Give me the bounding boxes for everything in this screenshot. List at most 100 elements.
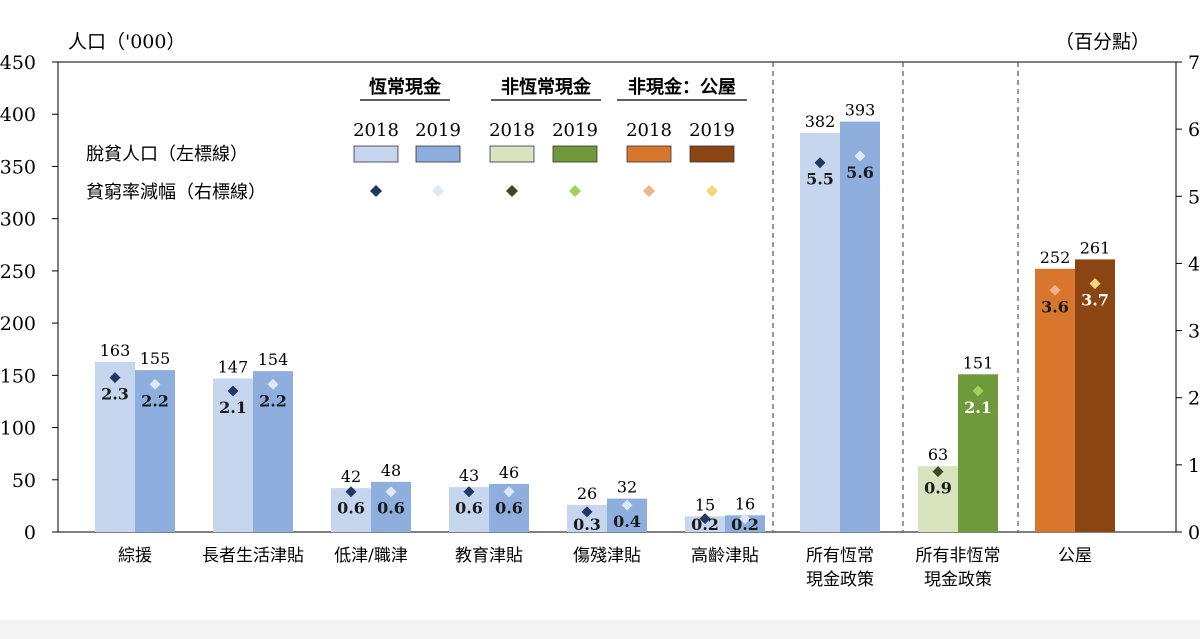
legend-year-label: 2018 bbox=[353, 120, 399, 141]
bar-value-label: 16 bbox=[735, 494, 755, 513]
bar-2019 bbox=[840, 121, 880, 533]
pct-marker-2019 bbox=[739, 513, 751, 525]
left-tick-label: 250 bbox=[0, 261, 36, 283]
legend-bar-swatch bbox=[552, 145, 598, 163]
group-dividers bbox=[772, 62, 1019, 532]
left-tick-label: 350 bbox=[0, 156, 36, 178]
bottom-strip bbox=[0, 620, 1200, 639]
pct-label: 0.6 bbox=[377, 499, 405, 518]
category-label: 所有非恆常 bbox=[916, 546, 1001, 566]
left-tick-label: 100 bbox=[0, 418, 36, 440]
left-tick-label: 150 bbox=[0, 365, 36, 387]
legend-year-label: 2019 bbox=[689, 120, 735, 141]
pct-marker-2019 bbox=[149, 378, 161, 390]
pct-marker-2019 bbox=[1089, 278, 1101, 290]
bar-value-label: 151 bbox=[963, 353, 994, 372]
pct-marker-2019 bbox=[972, 385, 984, 397]
bar-value-label: 26 bbox=[577, 484, 597, 503]
category-label: 現金政策 bbox=[806, 570, 874, 590]
pct-label: 0.4 bbox=[613, 512, 641, 531]
bars bbox=[95, 121, 1115, 533]
pct-marker-2019 bbox=[503, 486, 515, 498]
pct-marker-2018 bbox=[814, 157, 826, 169]
legend-group-nonregular: 非恆常現金 bbox=[501, 76, 592, 98]
category-label: 教育津貼 bbox=[455, 546, 523, 566]
category-label: 現金政策 bbox=[924, 570, 992, 590]
pct-markers bbox=[109, 150, 1101, 525]
pct-marker-2018 bbox=[345, 486, 357, 498]
right-tick-label: 1 bbox=[1188, 455, 1200, 477]
category-label: 公屋 bbox=[1058, 546, 1092, 566]
bar-2019 bbox=[135, 370, 175, 532]
pct-label: 5.6 bbox=[846, 163, 874, 182]
bar-2018 bbox=[95, 361, 135, 532]
category-label: 傷殘津貼 bbox=[573, 546, 641, 566]
legend-bar-swatch bbox=[353, 145, 399, 163]
pct-label: 2.2 bbox=[141, 391, 169, 410]
left-axis-title: 人口（'000） bbox=[68, 31, 186, 53]
legend-year-label: 2018 bbox=[489, 120, 535, 141]
category-label: 所有恆常 bbox=[806, 546, 874, 566]
category-label: 高齡津貼 bbox=[691, 546, 759, 566]
bar-value-label: 154 bbox=[258, 350, 289, 369]
legend: 恆常現金 非恆常現金 非現金：公屋 脫貧人口（左標線） 貧窮率減幅（右標線） 2… bbox=[86, 76, 747, 203]
legend-marker-swatch bbox=[706, 185, 718, 197]
category-label: 低津/職津 bbox=[334, 546, 408, 566]
right-axis: 0 1 2 3 4 5 6 7 bbox=[1176, 52, 1200, 544]
legend-group-regular: 恆常現金 bbox=[369, 76, 442, 98]
pct-label: 5.5 bbox=[806, 170, 834, 189]
bar-value-label: 32 bbox=[617, 478, 637, 497]
pct-marker-2019 bbox=[385, 486, 397, 498]
legend-year-label: 2019 bbox=[415, 120, 461, 141]
pct-label: 0.2 bbox=[731, 515, 759, 534]
pct-label: 2.2 bbox=[259, 391, 287, 410]
pct-marker-2018 bbox=[463, 486, 475, 498]
pct-label: 0.2 bbox=[691, 515, 719, 534]
legend-marker-swatch bbox=[432, 185, 444, 197]
left-tick-label: 50 bbox=[12, 470, 36, 492]
category-label: 綜援 bbox=[118, 546, 152, 566]
pct-marker-2018 bbox=[1049, 284, 1061, 296]
pct-label: 2.1 bbox=[219, 398, 247, 417]
pct-label: 0.6 bbox=[455, 499, 483, 518]
bar-value-label: 46 bbox=[499, 463, 519, 482]
left-tick-label: 300 bbox=[0, 209, 36, 231]
legend-marker-swatch bbox=[506, 185, 518, 197]
bar-2018 bbox=[918, 466, 958, 532]
right-tick-label: 7 bbox=[1188, 52, 1200, 74]
pct-label: 3.7 bbox=[1081, 291, 1109, 310]
bar-value-label: 43 bbox=[459, 466, 479, 485]
pct-label: 2.1 bbox=[964, 398, 992, 417]
bar-2019 bbox=[253, 371, 293, 532]
bar-value-label: 163 bbox=[100, 341, 131, 360]
right-tick-label: 3 bbox=[1188, 321, 1200, 343]
pct-label: 0.3 bbox=[573, 515, 601, 534]
pct-marker-2019 bbox=[267, 378, 279, 390]
bar-value-label: 155 bbox=[140, 349, 171, 368]
bar-value-label: 252 bbox=[1040, 248, 1071, 267]
right-tick-label: 5 bbox=[1188, 186, 1200, 208]
pct-marker-2018 bbox=[109, 372, 121, 384]
legend-bar-swatch bbox=[626, 145, 672, 163]
right-tick-label: 2 bbox=[1188, 388, 1200, 410]
left-tick-label: 450 bbox=[0, 52, 36, 74]
pct-labels: 2.3 2.2 2.1 2.2 0.6 0.6 0.6 0.6 0.3 0.4 0.2 0.2 5.5 5… bbox=[101, 163, 1109, 534]
pct-marker-2018 bbox=[699, 513, 711, 525]
bar-value-labels: 163 155 147 154 42 48 43 46 26 32 15 16 382 393 63 151 2… bbox=[100, 101, 1111, 515]
right-tick-label: 6 bbox=[1188, 119, 1200, 141]
right-axis-title: （百分點） bbox=[1055, 31, 1150, 53]
pct-marker-2019 bbox=[621, 499, 633, 511]
legend-row-marker-label: 貧窮率減幅（右標線） bbox=[86, 182, 266, 203]
pct-marker-2018 bbox=[932, 466, 944, 478]
pct-marker-2019 bbox=[854, 150, 866, 162]
bar-2018 bbox=[800, 133, 840, 532]
bar-2019 bbox=[1075, 259, 1115, 532]
legend-bar-swatch bbox=[689, 145, 735, 163]
bar-value-label: 63 bbox=[928, 445, 948, 464]
legend-marker-swatch bbox=[569, 185, 581, 197]
pct-marker-2018 bbox=[581, 506, 593, 518]
left-tick-label: 400 bbox=[0, 104, 36, 126]
right-tick-label: 0 bbox=[1188, 522, 1200, 544]
bar-value-label: 393 bbox=[845, 101, 876, 120]
